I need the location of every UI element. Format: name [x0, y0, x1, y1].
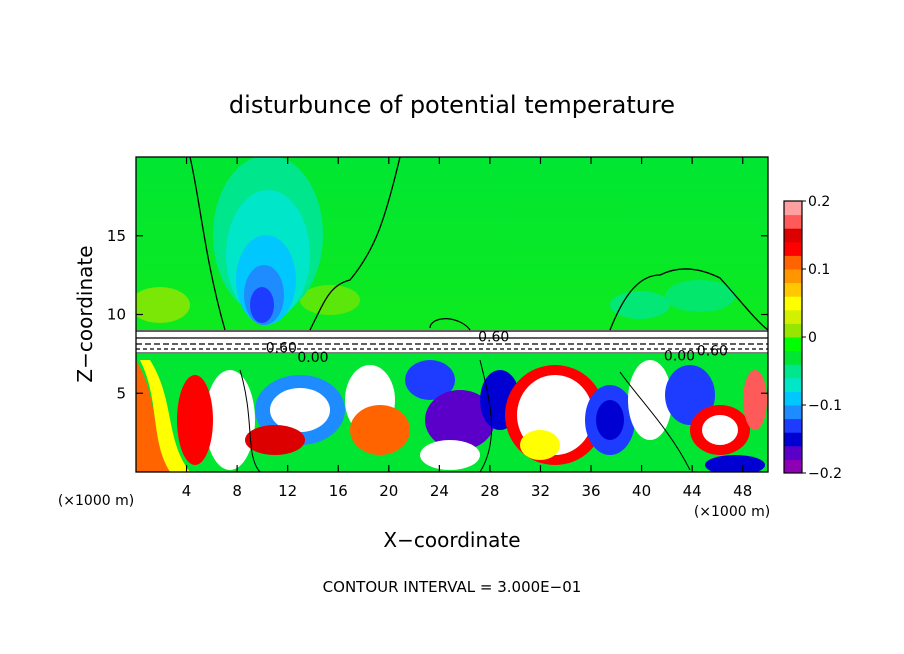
x-tick-label: 20 [379, 482, 398, 500]
contour-labels: 0.600.600.00 0.00 0.60 [266, 330, 728, 366]
colorbar-tick-label: 0.2 [808, 194, 830, 210]
x-tick-label: 8 [232, 482, 242, 500]
contour-interval-footer: CONTOUR INTERVAL = 3.000E−01 [323, 578, 582, 596]
x-tick-label: 4 [182, 482, 192, 500]
colorbar-ticks: 0.2 0.1 0 −0.1 −0.2 [802, 194, 842, 482]
colorbar-swatch [784, 296, 802, 311]
y-axis-label: Z−coordinate [73, 245, 97, 382]
colorbar-tick-label: 0.1 [808, 262, 830, 278]
contour-label: 0.60 [478, 330, 509, 346]
x-tick-label: 40 [632, 482, 651, 500]
contour-label: 0.60 [697, 344, 728, 360]
heatmap-field [136, 157, 768, 472]
x-unit-left: (×1000 m) [58, 493, 134, 509]
colorbar-swatch [784, 391, 802, 406]
x-tick-label: 24 [430, 482, 449, 500]
x-tick-label: 44 [683, 482, 702, 500]
colorbar-swatch [784, 228, 802, 243]
x-tick-label: 28 [480, 482, 499, 500]
colorbar-swatch [784, 323, 802, 338]
colorbar-swatch [784, 282, 802, 297]
contour-label: 0.60 [266, 341, 297, 357]
colorbar-swatch [784, 255, 802, 270]
colorbar-swatch [784, 377, 802, 392]
colorbar-tick-label: 0 [808, 330, 817, 346]
colorbar-tick-label: −0.2 [808, 466, 842, 482]
x-tick-label: 16 [329, 482, 348, 500]
y-tick-label: 15 [107, 227, 126, 245]
colorbar-swatch [784, 269, 802, 284]
contour-label: 0.00 [297, 350, 328, 366]
colorbar-swatch [784, 364, 802, 379]
colorbar-swatch [784, 214, 802, 229]
x-tick-label: 48 [733, 482, 752, 500]
x-axis-label: X−coordinate [383, 528, 520, 552]
y-tick-label: 5 [116, 384, 126, 402]
x-tick-label: 12 [278, 482, 297, 500]
y-axis: 5 10 15 [107, 227, 768, 402]
colorbar-swatch [784, 241, 802, 256]
x-unit-right: (×1000 m) [694, 504, 770, 520]
colorbar-tick-label: −0.1 [808, 398, 842, 414]
colorbar-swatch [784, 201, 802, 216]
colorbar [783, 200, 803, 474]
x-axis: 4 8 12 16 20 24 28 32 36 40 44 48 [182, 157, 752, 500]
x-tick-label: 36 [581, 482, 600, 500]
colorbar-swatch [784, 432, 802, 447]
colorbar-swatch [784, 405, 802, 420]
colorbar-swatch [784, 445, 802, 460]
contour-label: 0.00 [664, 348, 695, 364]
colorbar-swatch [784, 350, 802, 365]
y-tick-label: 10 [107, 306, 126, 324]
colorbar-swatch [784, 337, 802, 352]
chart-title: disturbunce of potential temperature [229, 91, 675, 119]
colorbar-swatch [784, 418, 802, 433]
x-tick-label: 32 [531, 482, 550, 500]
colorbar-swatch [784, 309, 802, 324]
colorbar-swatch [784, 459, 802, 474]
